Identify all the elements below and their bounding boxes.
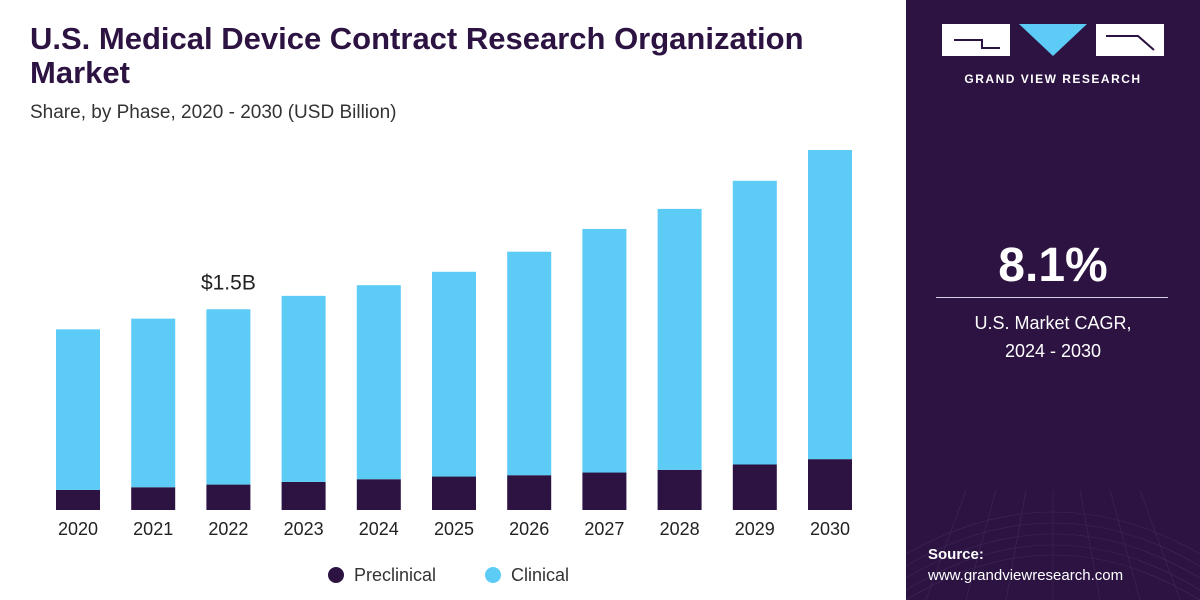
bar-clinical-2022 bbox=[206, 309, 251, 485]
info-sidebar: GRAND VIEW RESEARCH 8.1% U.S. Market CAG… bbox=[906, 0, 1200, 600]
source-link[interactable]: www.grandviewresearch.com bbox=[928, 567, 1124, 584]
bar-preclinical-2022 bbox=[206, 484, 251, 510]
legend-swatch-clinical bbox=[485, 567, 501, 583]
brand-name: GRAND VIEW RESEARCH bbox=[964, 72, 1142, 86]
bar-clinical-2023 bbox=[281, 295, 326, 482]
stacked-bar-chart: 2020 2021 2022 2023 2024 2025 2026 2027 2028 2029… bbox=[56, 150, 852, 585]
bar-clinical-2029 bbox=[732, 180, 777, 465]
source-label: Source: bbox=[928, 546, 984, 563]
bar-clinical-2024 bbox=[356, 285, 401, 480]
x-tick-2024: 2024 bbox=[359, 519, 399, 539]
x-tick-2021: 2021 bbox=[133, 519, 173, 539]
x-tick-2023: 2023 bbox=[284, 519, 324, 539]
x-tick-2029: 2029 bbox=[735, 519, 775, 539]
chart-subtitle: Share, by Phase, 2020 - 2030 (USD Billio… bbox=[30, 102, 397, 123]
bar-preclinical-2021 bbox=[131, 487, 176, 510]
bar-preclinical-2026 bbox=[507, 475, 552, 510]
data-label-2022: $1.5B bbox=[201, 271, 256, 294]
divider bbox=[936, 297, 1168, 298]
grand-view-research-logo bbox=[942, 24, 1164, 56]
grid-pattern-decoration bbox=[906, 489, 1200, 600]
bar-preclinical-2020 bbox=[56, 489, 100, 510]
cagr-value: 8.1% bbox=[998, 239, 1108, 292]
bar-clinical-2030 bbox=[808, 150, 852, 460]
bar-preclinical-2024 bbox=[356, 479, 401, 510]
x-tick-2028: 2028 bbox=[660, 519, 700, 539]
legend-label-preclinical: Preclinical bbox=[354, 565, 436, 585]
cagr-label-line2: 2024 - 2030 bbox=[1004, 341, 1102, 361]
cagr-label-line1: U.S. Market CAGR, bbox=[974, 313, 1132, 333]
bar-clinical-2028 bbox=[657, 208, 702, 470]
chart-title: U.S. Medical Device Contract Research Or… bbox=[30, 21, 804, 90]
x-tick-2030: 2030 bbox=[810, 519, 850, 539]
bar-preclinical-2027 bbox=[582, 472, 627, 510]
cagr-label: U.S. Market CAGR, 2024 - 2030 bbox=[926, 309, 1180, 365]
x-tick-2025: 2025 bbox=[434, 519, 474, 539]
bar-clinical-2020 bbox=[56, 329, 100, 490]
bar-preclinical-2028 bbox=[657, 469, 702, 510]
x-tick-2020: 2020 bbox=[58, 519, 98, 539]
bar-preclinical-2030 bbox=[808, 459, 852, 510]
x-tick-2026: 2026 bbox=[509, 519, 549, 539]
bar-clinical-2025 bbox=[432, 271, 476, 477]
bar-preclinical-2029 bbox=[732, 464, 777, 510]
x-tick-2022: 2022 bbox=[208, 519, 248, 539]
bar-preclinical-2023 bbox=[281, 481, 326, 510]
legend-swatch-preclinical bbox=[328, 567, 344, 583]
bar-preclinical-2025 bbox=[432, 476, 476, 510]
bar-clinical-2026 bbox=[507, 251, 552, 476]
source-block: Source: www.grandviewresearch.com bbox=[928, 544, 1123, 586]
chart-panel: U.S. Medical Device Contract Research Or… bbox=[30, 21, 852, 585]
x-tick-2027: 2027 bbox=[584, 519, 624, 539]
bar-clinical-2021 bbox=[131, 318, 176, 488]
legend-label-clinical: Clinical bbox=[511, 565, 569, 585]
bar-clinical-2027 bbox=[582, 228, 627, 473]
